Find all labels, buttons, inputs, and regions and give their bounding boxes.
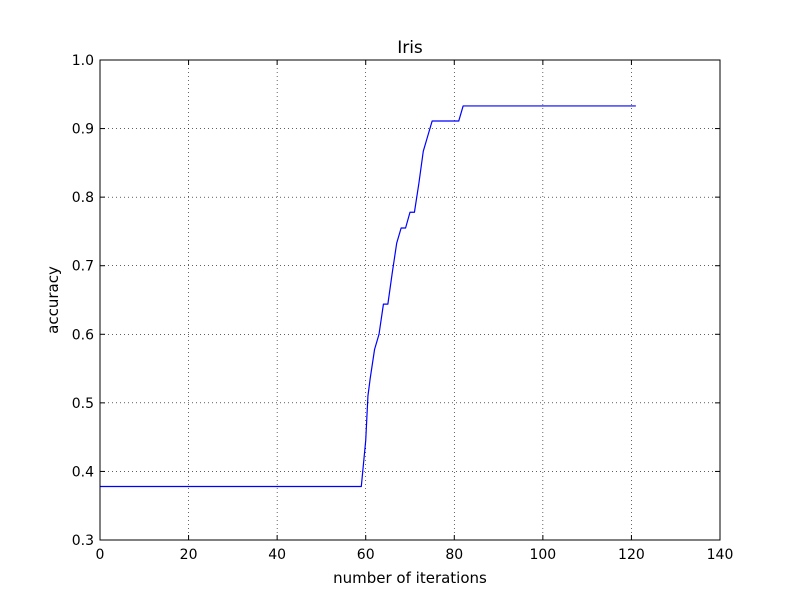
y-tick-label: 0.4: [72, 464, 94, 480]
y-axis-label: accuracy: [44, 266, 62, 334]
y-tick-label: 0.6: [72, 327, 94, 343]
ticks: 0 20 40 60 80 100 120 140 0.3 0.4 0.5 0.6 0.7 0.8 0.9 1…: [72, 53, 734, 563]
chart-title: Iris: [397, 38, 423, 58]
x-tick-label: 140: [707, 547, 734, 563]
y-tick-label: 0.9: [72, 122, 94, 138]
y-tick-label: 0.8: [72, 190, 94, 206]
x-tick-label: 40: [268, 547, 286, 563]
y-tick-label: 1.0: [72, 53, 94, 69]
y-tick-label: 0.5: [72, 396, 94, 412]
accuracy-series-line: [100, 105, 636, 488]
x-tick-label: 120: [618, 547, 645, 563]
grid: [100, 60, 720, 540]
x-tick-label: 100: [529, 547, 556, 563]
x-tick-label: 20: [180, 547, 198, 563]
series-layer: [100, 105, 636, 488]
y-tick-label: 0.7: [72, 259, 94, 275]
x-tick-label: 0: [96, 547, 105, 563]
y-tick-label: 0.3: [72, 533, 94, 549]
plot-background: [100, 60, 720, 540]
x-tick-label: 80: [445, 547, 463, 563]
x-tick-label: 60: [357, 547, 375, 563]
x-axis-label: number of iterations: [333, 569, 487, 587]
plot-frame: [99, 59, 721, 541]
